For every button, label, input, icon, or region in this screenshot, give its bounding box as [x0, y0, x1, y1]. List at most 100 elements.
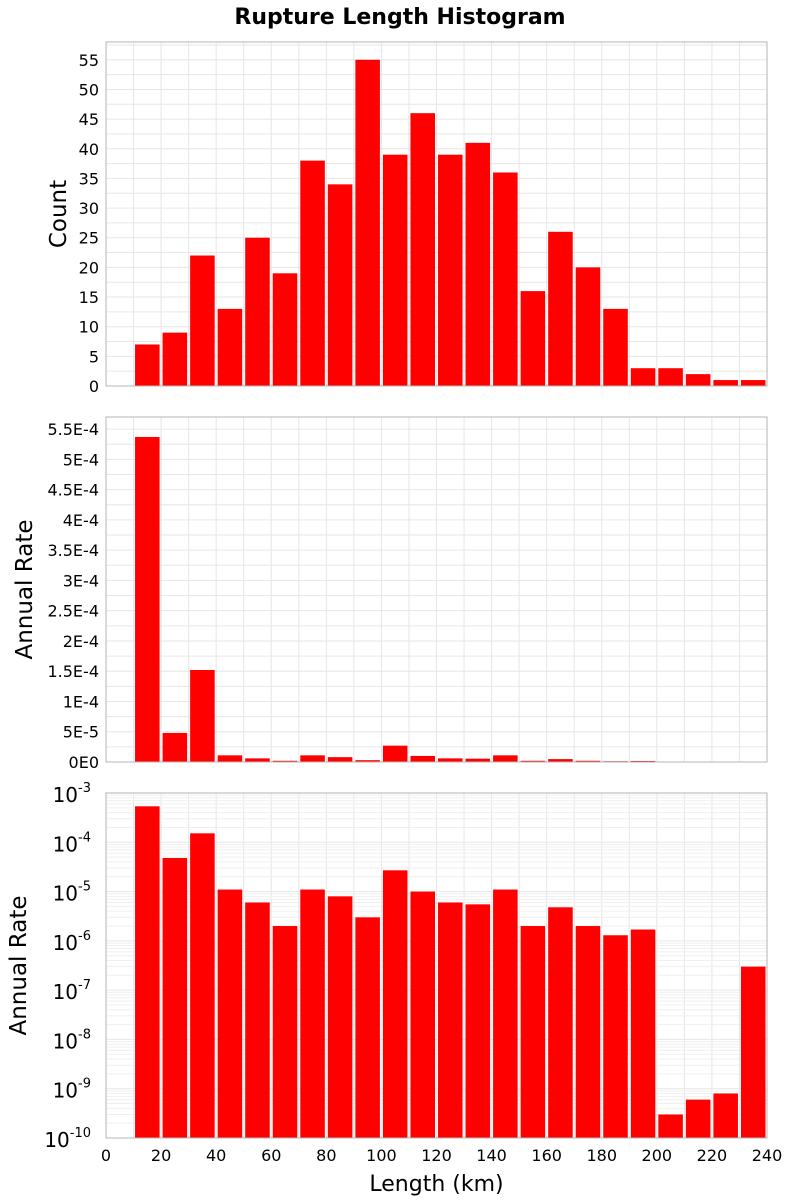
y-tick-label: 0	[89, 377, 99, 396]
histogram-bar	[548, 907, 573, 1138]
histogram-bar	[217, 755, 243, 762]
y-axis-label: Annual Rate	[12, 520, 38, 660]
y-tick-label: 4.5E-4	[47, 481, 99, 500]
x-tick-label: 200	[642, 1146, 673, 1165]
y-tick-label: 10-5	[53, 880, 91, 906]
y-tick-label: 40	[79, 140, 99, 159]
histogram-bar	[438, 902, 463, 1138]
x-tick-label: 240	[752, 1146, 783, 1165]
histogram-bar	[382, 870, 408, 1138]
histogram-bar	[630, 929, 656, 1138]
x-tick-label: 80	[316, 1146, 336, 1165]
histogram-bar	[327, 184, 353, 386]
histogram-bar	[465, 904, 491, 1138]
histogram-bar	[438, 154, 463, 386]
y-tick-label: 1.5E-4	[47, 662, 99, 681]
chart-title: Rupture Length Histogram	[234, 5, 565, 30]
y-tick-label: 1E-4	[63, 692, 99, 711]
y-axis-label: Count	[46, 180, 72, 248]
histogram-bar	[190, 670, 215, 762]
plot-frame	[105, 41, 768, 387]
histogram-bar	[465, 142, 491, 386]
histogram-bar	[355, 59, 380, 387]
histogram-bar	[162, 332, 188, 386]
annual-rate-linear-panel: 0E0 5E-5 1E-4 1.5E-4 2E-4 2.5E-4 3E-4 3.5E-4 4E-…	[12, 416, 768, 772]
histogram-bar	[493, 755, 518, 762]
y-tick-label: 10-8	[53, 1027, 91, 1053]
y-tick-label: 10-6	[53, 929, 91, 955]
histogram-bar	[272, 926, 298, 1138]
histogram-bar	[685, 1099, 711, 1138]
histogram-bar	[300, 889, 325, 1138]
histogram-bar	[410, 891, 435, 1138]
histogram-bar	[327, 896, 353, 1138]
histogram-bar	[135, 344, 160, 386]
histogram-bar	[548, 759, 573, 762]
histogram-bar	[162, 732, 188, 762]
histogram-bar	[355, 760, 380, 762]
histogram-bar	[300, 160, 325, 386]
histogram-bar	[382, 154, 408, 386]
y-tick-label: 5E-5	[63, 723, 99, 742]
histogram-bar	[520, 760, 546, 762]
y-tick-label: 10-3	[53, 781, 91, 807]
x-tick-label: 160	[531, 1146, 562, 1165]
histogram-bar	[658, 368, 683, 386]
histogram-bar	[575, 760, 601, 762]
y-tick-label: 3.5E-4	[47, 541, 99, 560]
x-tick-label: 40	[206, 1146, 226, 1165]
histogram-bar	[245, 237, 270, 386]
histogram-bar	[713, 380, 738, 386]
histogram-bar	[190, 833, 215, 1138]
histogram-bar	[740, 380, 766, 386]
y-tick-label: 5.5E-4	[47, 420, 99, 439]
y-tick-label: 35	[79, 169, 99, 188]
histogram-bar	[217, 308, 243, 386]
count-histogram-panel: 0 5 10 15 20 25 30 35 40 45 50 55 Count	[46, 41, 768, 396]
y-tick-label: 5	[89, 347, 99, 366]
y-tick-label: 2.5E-4	[47, 602, 99, 621]
histogram-bar	[382, 745, 408, 762]
annual-rate-log-panel: 10-10 10-9 10-8 10-7 10-6 10-5 10-4 10-3 Annual …	[6, 781, 782, 1197]
histogram-bar	[300, 755, 325, 762]
histogram-bar	[162, 857, 188, 1138]
histogram-bar	[740, 966, 766, 1138]
histogram-bar	[520, 926, 546, 1138]
histogram-bar	[355, 917, 380, 1138]
y-axis-label: Annual Rate	[6, 896, 32, 1036]
histogram-bar	[713, 1093, 738, 1138]
histogram-bar	[630, 760, 656, 762]
y-tick-label: 10-4	[53, 830, 91, 856]
histogram-bar	[575, 926, 601, 1138]
histogram-bar	[630, 368, 656, 386]
histogram-bar	[603, 308, 628, 386]
x-tick-label: 220	[697, 1146, 728, 1165]
y-tick-label: 5E-4	[63, 450, 99, 469]
y-tick-label: 15	[79, 288, 99, 307]
y-tick-label: 2E-4	[63, 632, 99, 651]
histogram-bar	[327, 757, 353, 762]
histogram-bar	[493, 172, 518, 386]
y-tick-label: 55	[79, 51, 99, 70]
y-tick-label: 10-7	[53, 978, 91, 1004]
histogram-bar	[272, 760, 298, 762]
histogram-bar	[685, 374, 711, 386]
y-tick-label: 10-9	[53, 1077, 91, 1103]
x-tick-label: 20	[151, 1146, 171, 1165]
histogram-bar	[135, 806, 160, 1138]
y-tick-label: 10-10	[44, 1126, 91, 1152]
y-tick-label: 10	[79, 318, 99, 337]
histogram-bar	[272, 273, 298, 386]
histogram-bar	[438, 758, 463, 762]
histogram-bar	[245, 902, 270, 1138]
y-tick-label: 45	[79, 110, 99, 129]
x-tick-label: 180	[586, 1146, 617, 1165]
histogram-bar	[410, 113, 435, 386]
y-tick-label: 25	[79, 229, 99, 248]
histogram-bar	[245, 758, 270, 762]
y-tick-label: 20	[79, 258, 99, 277]
histogram-bar	[658, 1114, 683, 1138]
x-tick-label: 60	[261, 1146, 281, 1165]
y-tick-label: 30	[79, 199, 99, 218]
